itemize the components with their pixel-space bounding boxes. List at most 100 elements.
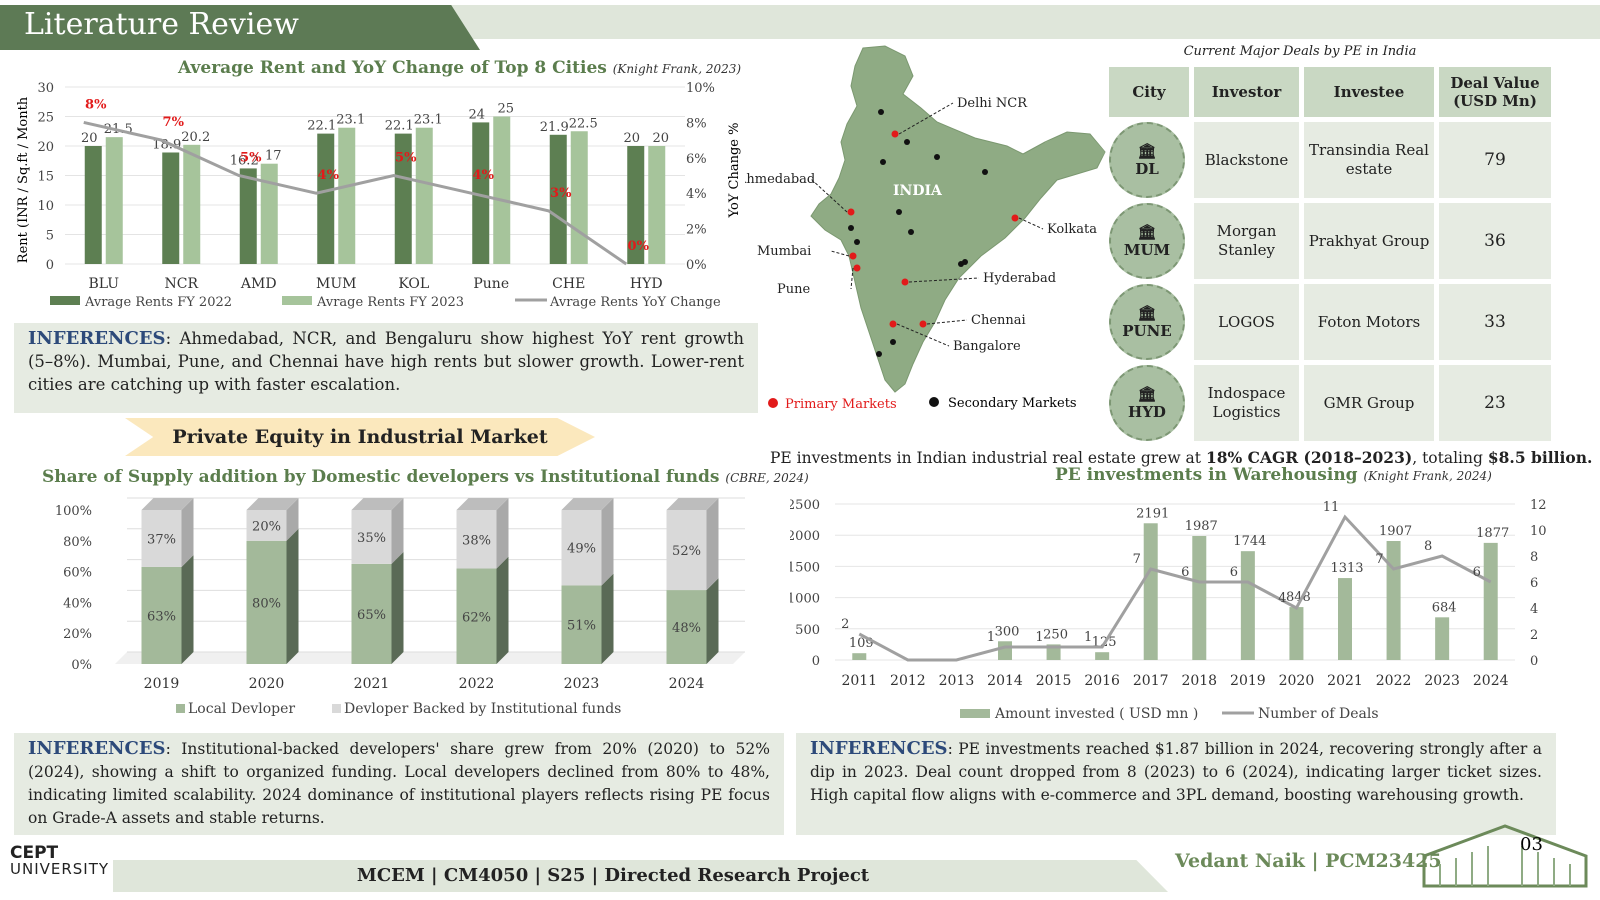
segment-label: 37% [147, 532, 176, 547]
inferences-text: : Ahmedabad, NCR, and Bengaluru show hig… [28, 329, 744, 394]
rent-bar [239, 168, 257, 264]
y2-tick-label: 8 [1530, 550, 1538, 565]
segment-label: 51% [567, 619, 596, 634]
deals-header-row: City Investor Investee Deal Value (USD M… [1109, 67, 1551, 117]
rent-bar [570, 131, 588, 264]
x-tick-label: 2012 [890, 673, 926, 689]
secondary-market-dot [934, 154, 940, 160]
investment-bar [1095, 652, 1110, 660]
page-title: Literature Review [0, 5, 480, 50]
bar-top [246, 498, 299, 510]
primary-market-dot [849, 252, 857, 260]
city-leader-line [926, 319, 968, 325]
segment-label: 20% [252, 519, 281, 534]
deal-count-label: 1 [1035, 630, 1043, 645]
bar-side [496, 556, 509, 664]
yoy-line [83, 120, 628, 266]
bar-value-label: 24 [468, 107, 485, 122]
bar-top [561, 498, 614, 510]
y2-axis-label: YoY Change % [727, 123, 742, 219]
x-tick-label: 2020 [249, 676, 285, 692]
supply-chart: 0% 20% 40% 60% 80% 100% 63% 37% 2019 80% 20% 2020 65… [55, 497, 745, 717]
segment-label: 35% [357, 531, 386, 546]
legend-swatch [176, 704, 185, 713]
x-tick-label: 2024 [669, 676, 705, 692]
segment-label: 65% [357, 608, 386, 623]
deal-count-label: 1 [1084, 630, 1092, 645]
footer-author: Vedant Naik | PCM23425 [1175, 850, 1442, 872]
deal-row: 🏛 MUM Morgan Stanley Prakhyat Group 36 [1109, 203, 1551, 279]
warehouse-inferences-box: INFERENCES: PE investments reached $1.87… [796, 733, 1556, 835]
y2-tick-label: 0% [686, 258, 707, 273]
bar-value-label: 20 [81, 131, 98, 146]
bar-side [286, 528, 299, 664]
investment-bar [1483, 542, 1498, 660]
x-tick-label: AMD [240, 276, 277, 292]
local-bar [246, 540, 287, 664]
yoy-label: 7% [163, 115, 185, 130]
bar-value-label: 1907 [1379, 524, 1412, 539]
rent-bar [84, 146, 102, 264]
bar-value-label: 1987 [1185, 519, 1218, 534]
landmark-icon: 🏛 [1137, 304, 1157, 322]
inferences-label: INFERENCES [810, 738, 948, 759]
bar-value-label: 1313 [1330, 561, 1363, 576]
city-leader-line [896, 323, 950, 347]
investor-cell: LOGOS [1194, 284, 1299, 360]
value-cell: 33 [1439, 284, 1551, 360]
floor-plane [115, 652, 745, 664]
inferences-text: : Institutional-backed developers' share… [28, 740, 770, 827]
y-tick-label: 1500 [790, 560, 820, 575]
investment-bar [1143, 523, 1158, 660]
bar-value-label: 25 [497, 102, 514, 117]
india-mainland-shape [810, 45, 1106, 393]
city-label: Kolkata [1047, 222, 1097, 237]
rent-inferences-box: INFERENCES: Ahmedabad, NCR, and Bengalur… [14, 323, 758, 413]
legend-label: Avrage Rents FY 2022 [84, 295, 232, 310]
cept-logo: CEPT UNIVERSITY [10, 843, 110, 878]
bar-value-label: 23.1 [414, 113, 443, 128]
rent-bar [493, 116, 511, 264]
bar-value-label: 20 [652, 131, 669, 146]
x-tick-label: 2018 [1181, 673, 1217, 689]
legend-secondary-label: Secondary Markets [948, 396, 1077, 411]
legend-label: Avrage Rents YoY Change [549, 295, 721, 310]
deal-count-label: 6 [1181, 565, 1189, 580]
x-tick-label: 2015 [1036, 673, 1072, 689]
y-tick-label: 10 [37, 199, 54, 214]
institutional-bar [456, 510, 497, 569]
deal-count-label: 1 [987, 630, 995, 645]
rent-bar [260, 163, 278, 264]
legend-swatch [282, 296, 312, 305]
investor-cell: Blackstone [1194, 122, 1299, 198]
bar-side [391, 551, 404, 664]
local-bar [561, 585, 602, 664]
y-tick-label: 20 [37, 140, 54, 155]
x-tick-label: 2016 [1084, 673, 1120, 689]
landmark-icon: 🏛 [1137, 223, 1157, 241]
yoy-label: 5% [395, 151, 417, 166]
primary-market-dot [919, 320, 927, 328]
deal-row: 🏛 PUNE LOGOS Foton Motors 33 [1109, 284, 1551, 360]
bar-side [181, 498, 194, 567]
bar-value-label: 20 [623, 131, 640, 146]
pe-section-banner: Private Equity in Industrial Market [125, 418, 595, 456]
bar-top [141, 498, 194, 510]
city-cell: 🏛 MUM [1109, 203, 1189, 279]
bar-value-label: 22.1 [307, 119, 336, 134]
x-tick-label: KOL [398, 276, 429, 292]
y2-tick-label: 2% [686, 223, 707, 238]
local-bar [141, 566, 182, 664]
rent-bar [394, 133, 412, 264]
map-country-label: INDIA [893, 183, 943, 199]
landmark-icon: 🏛 [1137, 142, 1157, 160]
y2-tick-label: 2 [1530, 628, 1538, 643]
secondary-market-dot [896, 209, 902, 215]
header-investee: Investee [1304, 67, 1434, 117]
bar-side [181, 554, 194, 664]
rent-chart-title-text: Average Rent and YoY Change of Top 8 Cit… [178, 58, 607, 78]
bar-value-label: 1744 [1233, 534, 1266, 549]
rent-chart: 0 5 10 15 20 25 30 0% 2% 4% 6% 8% 10% Rent (INR / Sq.… [16, 81, 742, 310]
institutional-bar [561, 510, 602, 586]
